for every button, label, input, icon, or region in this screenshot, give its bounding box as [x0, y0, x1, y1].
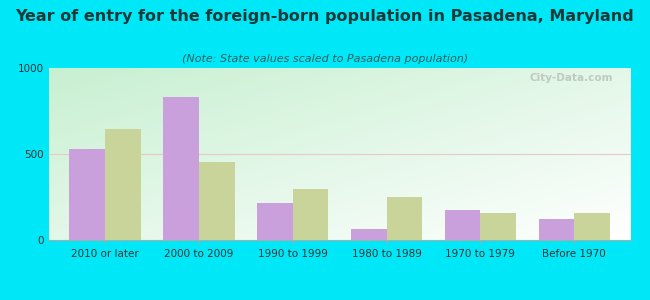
Text: Year of entry for the foreign-born population in Pasadena, Maryland: Year of entry for the foreign-born popul… — [16, 9, 634, 24]
Text: (Note: State values scaled to Pasadena population): (Note: State values scaled to Pasadena p… — [182, 54, 468, 64]
Bar — [257, 203, 292, 240]
Text: City-Data.com: City-Data.com — [530, 73, 613, 83]
Bar — [199, 161, 235, 240]
Bar — [480, 213, 516, 240]
Bar — [539, 219, 574, 240]
Bar — [387, 197, 422, 240]
Bar — [574, 213, 610, 240]
Bar — [292, 189, 328, 240]
Bar — [70, 148, 105, 240]
Bar — [351, 229, 387, 240]
Bar — [445, 210, 480, 240]
Bar — [105, 129, 140, 240]
Bar — [163, 97, 199, 240]
